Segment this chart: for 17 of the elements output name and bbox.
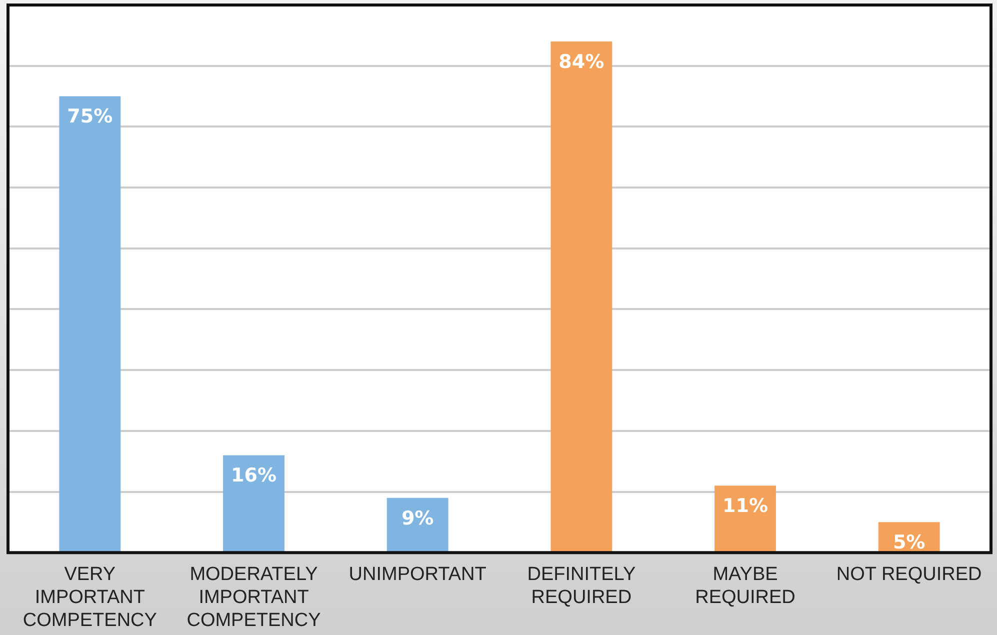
- x-tick-label: UNIMPORTANT: [348, 564, 487, 586]
- data-label: 75%: [67, 106, 113, 128]
- bar: [714, 486, 776, 552]
- data-label: 11%: [722, 495, 768, 518]
- bar: [386, 498, 448, 552]
- x-tick-label: VERY IMPORTANT COMPETENCY: [22, 564, 158, 631]
- bar: [550, 42, 612, 552]
- x-tick-label: DEFINITELY REQUIRED: [527, 564, 636, 608]
- bar: [59, 96, 121, 552]
- data-label: 9%: [401, 507, 434, 530]
- bar: [223, 455, 284, 552]
- data-label: 16%: [231, 464, 276, 487]
- x-tick-label: MAYBE REQUIRED: [695, 564, 796, 608]
- data-label: 5%: [892, 532, 926, 554]
- x-tick-label: NOT REQUIRED: [836, 564, 982, 586]
- x-tick-label: MODERATELY IMPORTANT COMPETENCY: [186, 564, 322, 631]
- data-label: 84%: [558, 50, 604, 73]
